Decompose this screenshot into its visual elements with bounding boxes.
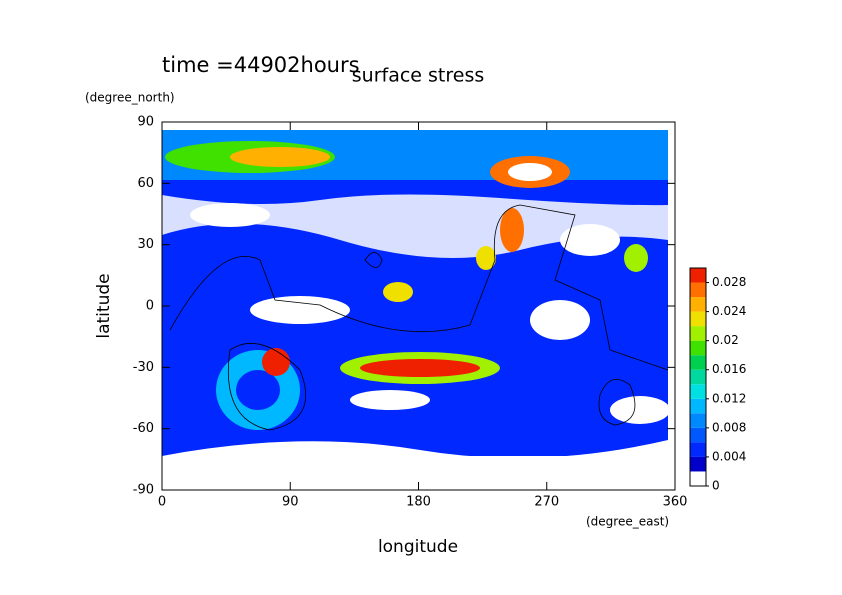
colorbar-label: 0.016 [712, 362, 746, 376]
colorbar-segment [690, 384, 706, 399]
x-tick-label: 0 [158, 495, 166, 510]
colorbar-segment [690, 456, 706, 472]
x-axis-title: longitude [378, 537, 458, 557]
x-unit: (degree_east) [586, 515, 669, 529]
y-tick-label: 0 [146, 299, 154, 314]
colorbar-label: 0.02 [712, 333, 739, 347]
y-tick-label: 60 [137, 176, 154, 191]
colorbar-label: 0.024 [712, 304, 746, 318]
x-tick-label: 180 [406, 495, 431, 510]
y-tick-label: -90 [133, 483, 154, 498]
colorbar-label: 0.028 [712, 275, 746, 289]
y-tick-label: -30 [133, 360, 154, 375]
colorbar-segment [690, 369, 706, 385]
colorbar-segment [690, 427, 706, 443]
y-unit: (degree_north) [85, 91, 175, 105]
chart-title: time =44902hours [162, 53, 360, 77]
colorbar-segment [690, 326, 706, 341]
chart-subtitle: surface stress [352, 65, 485, 87]
colorbar-segment [690, 282, 706, 298]
y-tick-label: 90 [137, 115, 154, 130]
colorbar-segment [690, 471, 706, 486]
colorbar-segment [690, 413, 706, 428]
y-axis-title: latitude [94, 273, 114, 338]
colorbar-label: 0.012 [712, 391, 746, 405]
colorbar-segment [690, 398, 706, 414]
colorbar-label: 0.008 [712, 420, 746, 434]
x-tick-label: 90 [282, 495, 299, 510]
colorbar-segment [690, 340, 706, 356]
colorbar-segment [690, 442, 706, 457]
x-tick-label: 360 [663, 495, 688, 510]
colorbar-segment [690, 311, 706, 327]
colorbar-segment [690, 355, 706, 370]
colorbar-label: 0.004 [712, 449, 746, 463]
colorbar-segment [690, 268, 706, 283]
y-tick-label: -60 [133, 421, 154, 436]
x-tick-label: 270 [534, 495, 559, 510]
colorbar-segment [690, 297, 706, 312]
y-tick-label: 30 [137, 237, 154, 252]
colorbar-frame [689, 267, 707, 487]
colorbar-label: 0 [712, 479, 720, 493]
contour-field [162, 130, 670, 490]
